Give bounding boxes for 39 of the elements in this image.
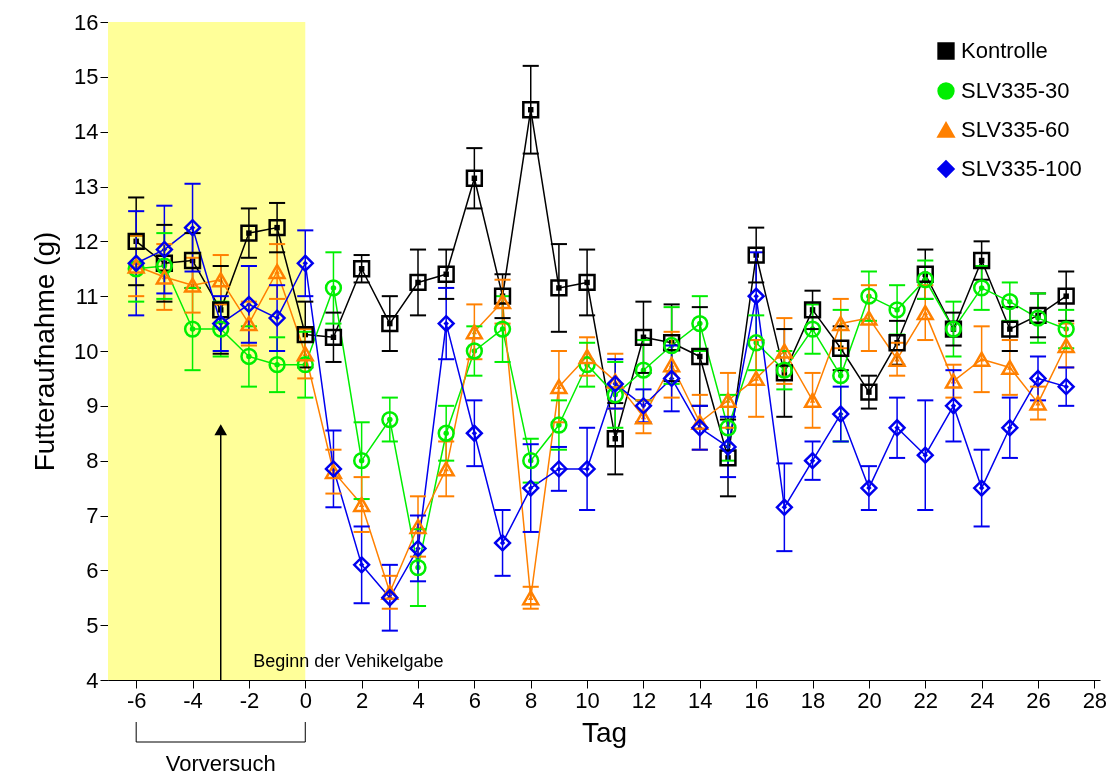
y-axis-title: Futteraufnahme (g) [29, 231, 61, 472]
y-tick-label: 14 [74, 119, 99, 145]
x-tick-label: -2 [239, 687, 260, 713]
legend-label: SLV335-30 [961, 78, 1070, 103]
x-tick-label: 16 [744, 687, 769, 713]
y-tick-label: 7 [86, 503, 99, 528]
x-tick-label: 10 [575, 687, 600, 713]
x-tick-label: 28 [1082, 687, 1108, 713]
x-tick-label: 18 [800, 687, 826, 713]
x-tick-label: 0 [299, 687, 312, 713]
y-tick-label: 10 [74, 338, 99, 364]
y-tick-label: 4 [86, 667, 99, 693]
x-tick-label: 24 [969, 687, 995, 713]
x-tick-label: 2 [356, 687, 369, 713]
x-tick-label: 14 [688, 687, 713, 713]
x-tick-label: -6 [126, 687, 147, 713]
y-tick-label: 15 [74, 64, 99, 90]
x-tick-label: 22 [913, 687, 939, 713]
legend-label: SLV335-100 [961, 156, 1082, 181]
x-tick-label: 20 [857, 687, 882, 713]
annotation: Beginn der Vehikelgabe [253, 651, 444, 671]
y-tick-label: 5 [86, 612, 99, 638]
text: Vorversuch [165, 751, 276, 776]
x-tick-label: 26 [1026, 687, 1051, 713]
y-tick-label: 6 [86, 557, 99, 583]
x-tick-label: 6 [468, 687, 481, 713]
legend-label: SLV335-60 [961, 117, 1070, 142]
x-tick-label: -4 [183, 687, 203, 713]
y-tick-label: 11 [75, 283, 99, 309]
legend-label: Kontrolle [961, 38, 1048, 63]
x-tick-label: 4 [412, 687, 425, 713]
y-tick-label: 13 [74, 174, 99, 199]
y-tick-label: 8 [86, 448, 99, 474]
y-tick-label: 9 [86, 393, 99, 419]
x-tick-label: 12 [631, 687, 657, 713]
y-tick-label: 12 [74, 228, 99, 254]
x-tick-label: 8 [525, 687, 538, 713]
x-axis-title: Tag [581, 716, 628, 748]
y-tick-label: 16 [74, 9, 99, 35]
